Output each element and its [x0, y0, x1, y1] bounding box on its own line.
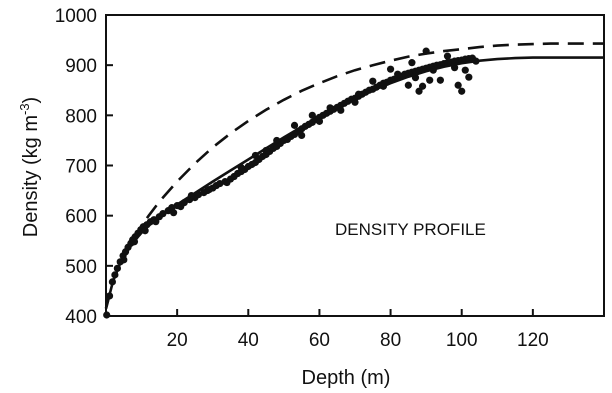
data-point — [404, 81, 412, 89]
y-tick-label: 800 — [65, 106, 97, 127]
data-point — [205, 185, 213, 194]
data-point — [454, 81, 462, 89]
y-tick-label: 700 — [65, 157, 97, 178]
x-tick-label: 120 — [517, 330, 549, 351]
data-point — [103, 311, 111, 319]
data-point — [308, 111, 316, 119]
data-point — [290, 121, 299, 129]
plot-frame — [105, 14, 605, 317]
data-point — [408, 59, 416, 67]
x-tick-label: 100 — [446, 330, 478, 351]
x-tick-label: 20 — [167, 330, 188, 351]
y-tick-label: 500 — [65, 257, 97, 278]
y-tick-label: 400 — [65, 307, 97, 328]
x-tick-label: 40 — [238, 330, 259, 351]
data-point — [418, 82, 427, 90]
x-axis-ticks: 20 40 60 80 100 120 — [167, 309, 549, 351]
data-point — [169, 209, 178, 217]
data-point — [461, 66, 469, 74]
data-point — [315, 117, 324, 125]
y-tick-label: 1000 — [55, 6, 97, 27]
plot-area: 20 40 60 80 100 120 400 500 600 700 800 900 1000 — [55, 6, 605, 351]
y-tick-label: 900 — [65, 56, 97, 77]
data-point — [465, 73, 473, 81]
x-axis-title: Depth (m) — [302, 367, 391, 389]
data-point — [369, 77, 377, 85]
data-point — [298, 131, 306, 139]
data-point — [436, 76, 444, 84]
y-axis-title-main: Density (kg m — [20, 115, 42, 237]
dashed-model-curve — [104, 42, 604, 309]
data-point — [458, 87, 466, 95]
density-profile-annotation: DENSITY PROFILE — [335, 220, 486, 239]
y-axis-title: Density (kg m-3) — [17, 97, 42, 237]
y-axis-title-close: ) — [20, 97, 42, 104]
data-point — [386, 65, 395, 73]
y-tick-label: 600 — [65, 207, 97, 228]
data-point — [443, 52, 452, 60]
data-point — [394, 70, 402, 78]
y-axis-ticks: 400 500 600 700 800 900 1000 — [55, 6, 113, 328]
data-point — [415, 87, 423, 95]
data-point — [223, 178, 231, 187]
x-tick-label: 60 — [309, 330, 330, 351]
data-point — [337, 106, 345, 114]
y-axis-title-superscript: -3 — [17, 103, 32, 115]
data-point — [426, 76, 434, 84]
solid-model-curve — [104, 56, 604, 309]
x-tick-label: 80 — [380, 330, 401, 351]
series-layer — [103, 42, 604, 319]
